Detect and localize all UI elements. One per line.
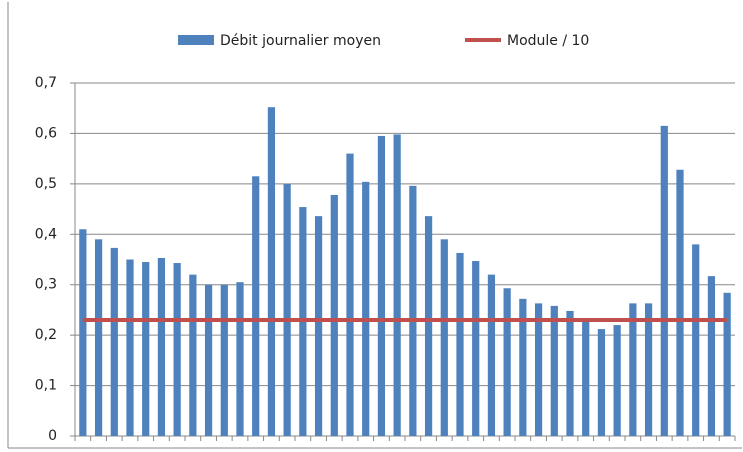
bar bbox=[692, 244, 700, 436]
bar bbox=[94, 239, 103, 436]
bar bbox=[283, 183, 291, 436]
bar bbox=[173, 263, 181, 436]
bar bbox=[314, 216, 323, 436]
bar bbox=[409, 185, 417, 436]
legend-label: Débit journalier moyen bbox=[220, 33, 381, 49]
bar bbox=[613, 325, 621, 436]
bar bbox=[362, 181, 370, 436]
bar bbox=[519, 298, 527, 436]
bar bbox=[79, 229, 87, 436]
bar bbox=[220, 284, 228, 436]
y-tick-label: 0,6 bbox=[35, 125, 57, 141]
y-tick-label: 0,1 bbox=[35, 378, 57, 394]
bar bbox=[676, 169, 684, 437]
y-tick-label: 0,5 bbox=[35, 176, 57, 192]
bar bbox=[550, 305, 558, 436]
bar bbox=[189, 274, 197, 436]
bar bbox=[267, 107, 276, 436]
y-tick-label: 0,2 bbox=[35, 327, 57, 343]
bar bbox=[456, 252, 464, 436]
y-tick-label: 0 bbox=[48, 428, 57, 444]
bar bbox=[472, 261, 480, 436]
bar bbox=[204, 284, 213, 436]
bar bbox=[582, 320, 590, 436]
bar bbox=[346, 153, 354, 436]
y-tick-label: 0,4 bbox=[35, 226, 57, 242]
bar bbox=[707, 276, 716, 436]
bar bbox=[393, 134, 401, 437]
bar bbox=[503, 288, 511, 436]
bar bbox=[157, 257, 166, 436]
bar bbox=[377, 135, 386, 436]
bar bbox=[534, 303, 543, 436]
bar bbox=[566, 310, 574, 436]
bar bbox=[126, 259, 134, 436]
y-tick-label: 0,7 bbox=[35, 75, 57, 91]
bar bbox=[142, 262, 150, 436]
bar bbox=[644, 303, 653, 436]
bar bbox=[330, 194, 338, 436]
bar bbox=[629, 303, 637, 436]
bar bbox=[236, 282, 244, 436]
bar bbox=[597, 329, 606, 436]
bar bbox=[440, 239, 448, 436]
bar bbox=[723, 292, 731, 436]
bar bbox=[110, 247, 118, 436]
bar bbox=[660, 125, 668, 436]
y-tick-label: 0,3 bbox=[35, 277, 57, 293]
bar bbox=[424, 216, 433, 436]
legend-swatch bbox=[178, 35, 214, 45]
legend-label: Module / 10 bbox=[507, 33, 589, 49]
bar bbox=[487, 274, 496, 436]
bar bbox=[252, 176, 260, 437]
